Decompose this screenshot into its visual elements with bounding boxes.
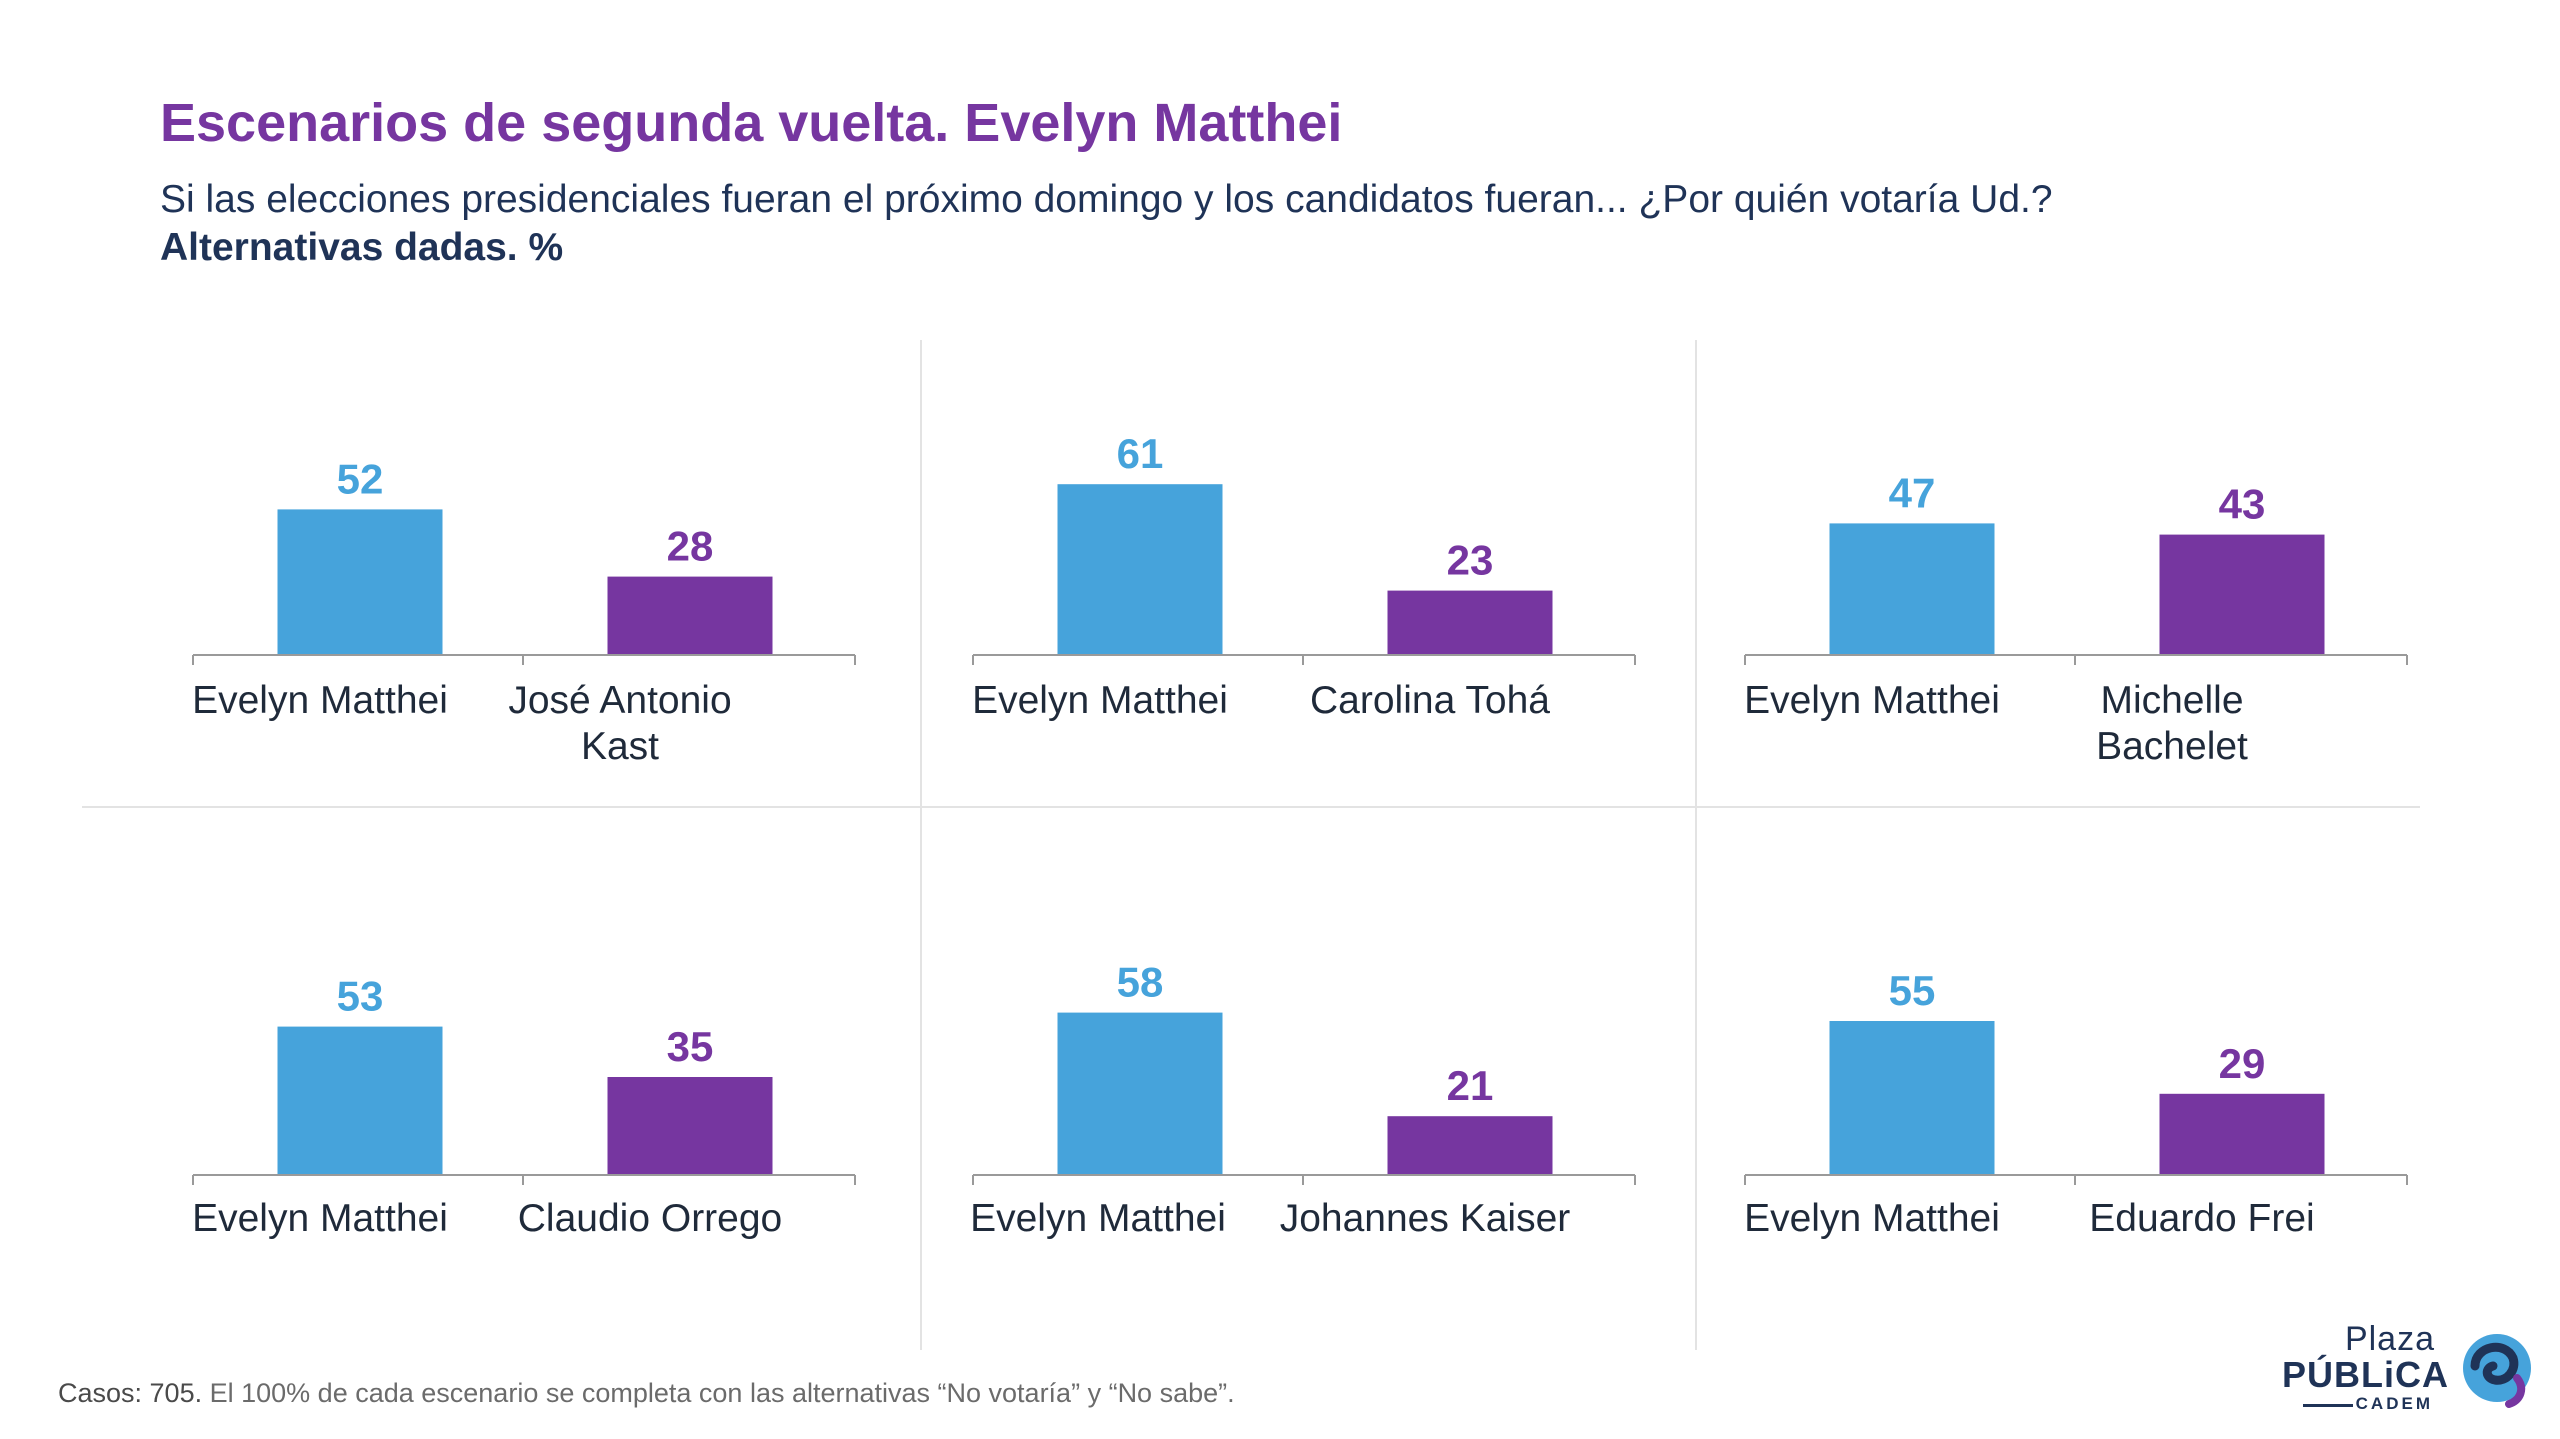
logo-underline <box>2303 1404 2353 1407</box>
logo-text-publica: PÚBLiCA <box>2282 1354 2449 1395</box>
bar-opponent <box>607 576 773 655</box>
category-label: Evelyn Matthei <box>1744 679 2000 722</box>
chart-panel-6: 55 29 Evelyn Matthei Eduardo Frei <box>1742 860 2442 1320</box>
category-label: José Antonio Kast <box>508 679 732 768</box>
chart-subtitle-bold: Alternativas dadas. % <box>160 226 564 269</box>
category-label: Evelyn Matthei <box>192 679 448 722</box>
category-label: Evelyn Matthei <box>1744 1197 2000 1240</box>
chart-svg-5: 58 21 <box>972 959 1636 1185</box>
footnote: Casos: 705. El 100% de cada escenario se… <box>58 1378 1235 1409</box>
chart-subtitle: Si las elecciones presidenciales fueran … <box>160 178 2053 221</box>
data-label: 43 <box>2219 481 2266 528</box>
data-label: 47 <box>1889 469 1936 516</box>
plaza-publica-logo: Plaza PÚBLiCA CADEM <box>2282 1320 2535 1420</box>
bar-matthei <box>277 509 443 655</box>
category-label: Claudio Orrego <box>517 1197 783 1240</box>
category-label: Eduardo Frei <box>2089 1197 2315 1240</box>
data-label: 29 <box>2219 1040 2266 1087</box>
chart-svg-2: 61 23 <box>972 430 1636 665</box>
chart-svg-6: 55 29 <box>1744 967 2408 1185</box>
panel-divider-vertical-2 <box>1695 340 1697 1350</box>
panel-divider-vertical-1 <box>920 340 922 1350</box>
chart-svg-1: 52 28 <box>192 455 856 665</box>
logo-swirl-icon <box>2463 1334 2531 1408</box>
bar-matthei <box>277 1026 443 1175</box>
data-label: 53 <box>337 973 384 1020</box>
chart-panel-5: 58 21 Evelyn Matthei Johannes Kaiser <box>970 860 1670 1320</box>
category-label: Michelle Bachelet <box>2096 679 2248 768</box>
logo-text-cadem: CADEM <box>2355 1394 2433 1413</box>
chart-title: Escenarios de segunda vuelta. Evelyn Mat… <box>160 93 1343 153</box>
bar-matthei <box>1829 1021 1995 1175</box>
data-label: 61 <box>1117 430 1164 477</box>
bar-matthei <box>1057 484 1223 655</box>
bar-opponent <box>2159 534 2325 655</box>
data-label: 23 <box>1447 537 1494 584</box>
bar-opponent <box>2159 1093 2325 1175</box>
category-label: Johannes Kaiser <box>1279 1197 1571 1240</box>
panel-divider-horizontal <box>82 806 2420 808</box>
bar-opponent <box>1387 1116 1553 1175</box>
chart-panel-1: 52 28 Evelyn Matthei José Antonio Kast <box>190 340 890 800</box>
footnote-casos: Casos: 705. <box>58 1378 203 1408</box>
category-label: Evelyn Matthei <box>972 679 1228 722</box>
data-label: 35 <box>667 1023 714 1070</box>
data-label: 28 <box>667 523 714 570</box>
data-label: 21 <box>1447 1062 1494 1109</box>
chart-panel-4: 53 35 Evelyn Matthei Claudio Orrego <box>190 860 890 1320</box>
bar-matthei <box>1829 523 1995 655</box>
chart-svg-4: 53 35 <box>192 973 856 1185</box>
data-label: 52 <box>337 455 384 502</box>
chart-panel-2: 61 23 Evelyn Matthei Carolina Tohá <box>970 340 1670 800</box>
footnote-text: El 100% de cada escenario se completa co… <box>209 1378 1235 1408</box>
data-label: 58 <box>1117 959 1164 1006</box>
category-label: Carolina Tohá <box>1310 679 1550 722</box>
category-label: Evelyn Matthei <box>970 1197 1226 1240</box>
chart-svg-3: 47 43 <box>1744 469 2408 665</box>
bar-opponent <box>1387 590 1553 655</box>
chart-panel-3: 47 43 Evelyn Matthei Michelle Bachelet <box>1742 340 2442 800</box>
logo-text-plaza: Plaza <box>2344 1320 2435 1358</box>
category-label: Evelyn Matthei <box>192 1197 448 1240</box>
bar-matthei <box>1057 1012 1223 1175</box>
data-label: 55 <box>1889 967 1936 1014</box>
bar-opponent <box>607 1077 773 1175</box>
